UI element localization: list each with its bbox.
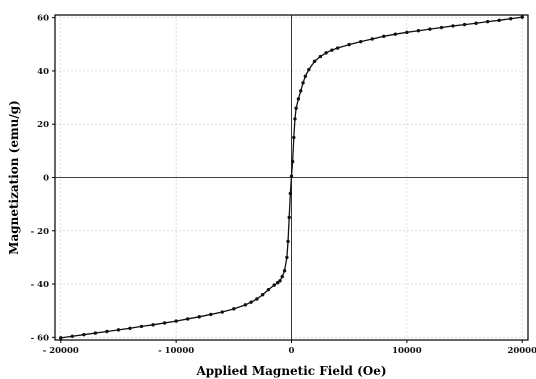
data-point	[299, 89, 303, 93]
data-point	[301, 81, 305, 85]
data-point	[347, 42, 351, 47]
data-point	[209, 312, 213, 317]
y-tick-label: - 20	[31, 227, 49, 237]
data-point	[289, 174, 294, 178]
data-point	[292, 135, 296, 140]
data-point	[266, 287, 271, 292]
data-point	[128, 326, 132, 330]
data-point	[59, 336, 63, 340]
x-axis-title: Applied Magnetic Field (Oe)	[195, 364, 386, 378]
data-point	[520, 15, 524, 19]
data-point	[296, 97, 301, 101]
data-point	[474, 21, 478, 25]
x-tick-label: - 10000	[158, 346, 194, 356]
y-tick-label: - 60	[31, 333, 49, 343]
data-point	[294, 106, 298, 110]
data-point	[324, 51, 328, 55]
data-point	[439, 25, 444, 30]
y-tick-label: 0	[43, 174, 49, 184]
data-point	[330, 48, 334, 52]
data-point	[278, 279, 282, 283]
data-point	[287, 215, 291, 220]
data-point	[416, 29, 421, 33]
y-tick-label: 60	[37, 14, 49, 24]
data-point	[174, 319, 178, 323]
x-tick-label: 20000	[507, 346, 536, 356]
data-point	[220, 310, 224, 314]
data-point	[282, 269, 287, 273]
data-point	[428, 27, 432, 31]
data-point	[105, 329, 109, 334]
data-point	[307, 67, 311, 72]
data-point	[197, 315, 201, 319]
data-point	[303, 74, 308, 78]
x-tick-label: - 20000	[43, 346, 79, 356]
data-point	[318, 54, 323, 59]
data-point	[290, 159, 295, 164]
data-point	[162, 321, 167, 325]
data-point	[405, 30, 409, 35]
data-point	[359, 39, 363, 44]
curve-layer	[59, 15, 524, 340]
data-point	[293, 117, 297, 121]
data-point	[286, 239, 290, 244]
data-point	[485, 19, 490, 24]
data-point	[275, 281, 280, 285]
x-tick-label: 10000	[392, 346, 422, 356]
y-tick-label: 40	[37, 67, 49, 77]
data-point	[260, 293, 265, 297]
y-tick-label: 20	[37, 120, 49, 130]
data-point	[93, 331, 98, 335]
data-point	[288, 191, 293, 196]
y-axis-title: Magnetization (emu/g)	[7, 100, 21, 255]
data-point	[335, 46, 340, 50]
data-point	[382, 34, 386, 39]
data-point	[462, 22, 467, 27]
data-point	[82, 332, 86, 337]
y-tick-label: - 40	[31, 280, 49, 290]
data-point	[312, 59, 317, 64]
data-point	[255, 297, 259, 301]
data-point	[232, 307, 236, 311]
data-point	[185, 317, 190, 321]
data-point	[272, 283, 276, 287]
x-tick-label: 0	[289, 346, 295, 356]
tick-layer: - 20000 - 10000 0 10000 20000 - 60 - 40 - 20 0 20…	[31, 14, 536, 356]
data-point	[451, 24, 455, 28]
data-point	[116, 328, 121, 332]
data-point	[243, 303, 248, 307]
data-point	[151, 323, 155, 327]
data-point	[285, 255, 289, 260]
data-point	[509, 17, 513, 21]
data-point	[139, 324, 144, 329]
data-point	[280, 274, 284, 279]
data-point	[249, 300, 253, 304]
data-point	[497, 18, 501, 23]
data-point	[70, 334, 75, 338]
data-point	[370, 37, 374, 41]
data-point	[393, 32, 398, 36]
